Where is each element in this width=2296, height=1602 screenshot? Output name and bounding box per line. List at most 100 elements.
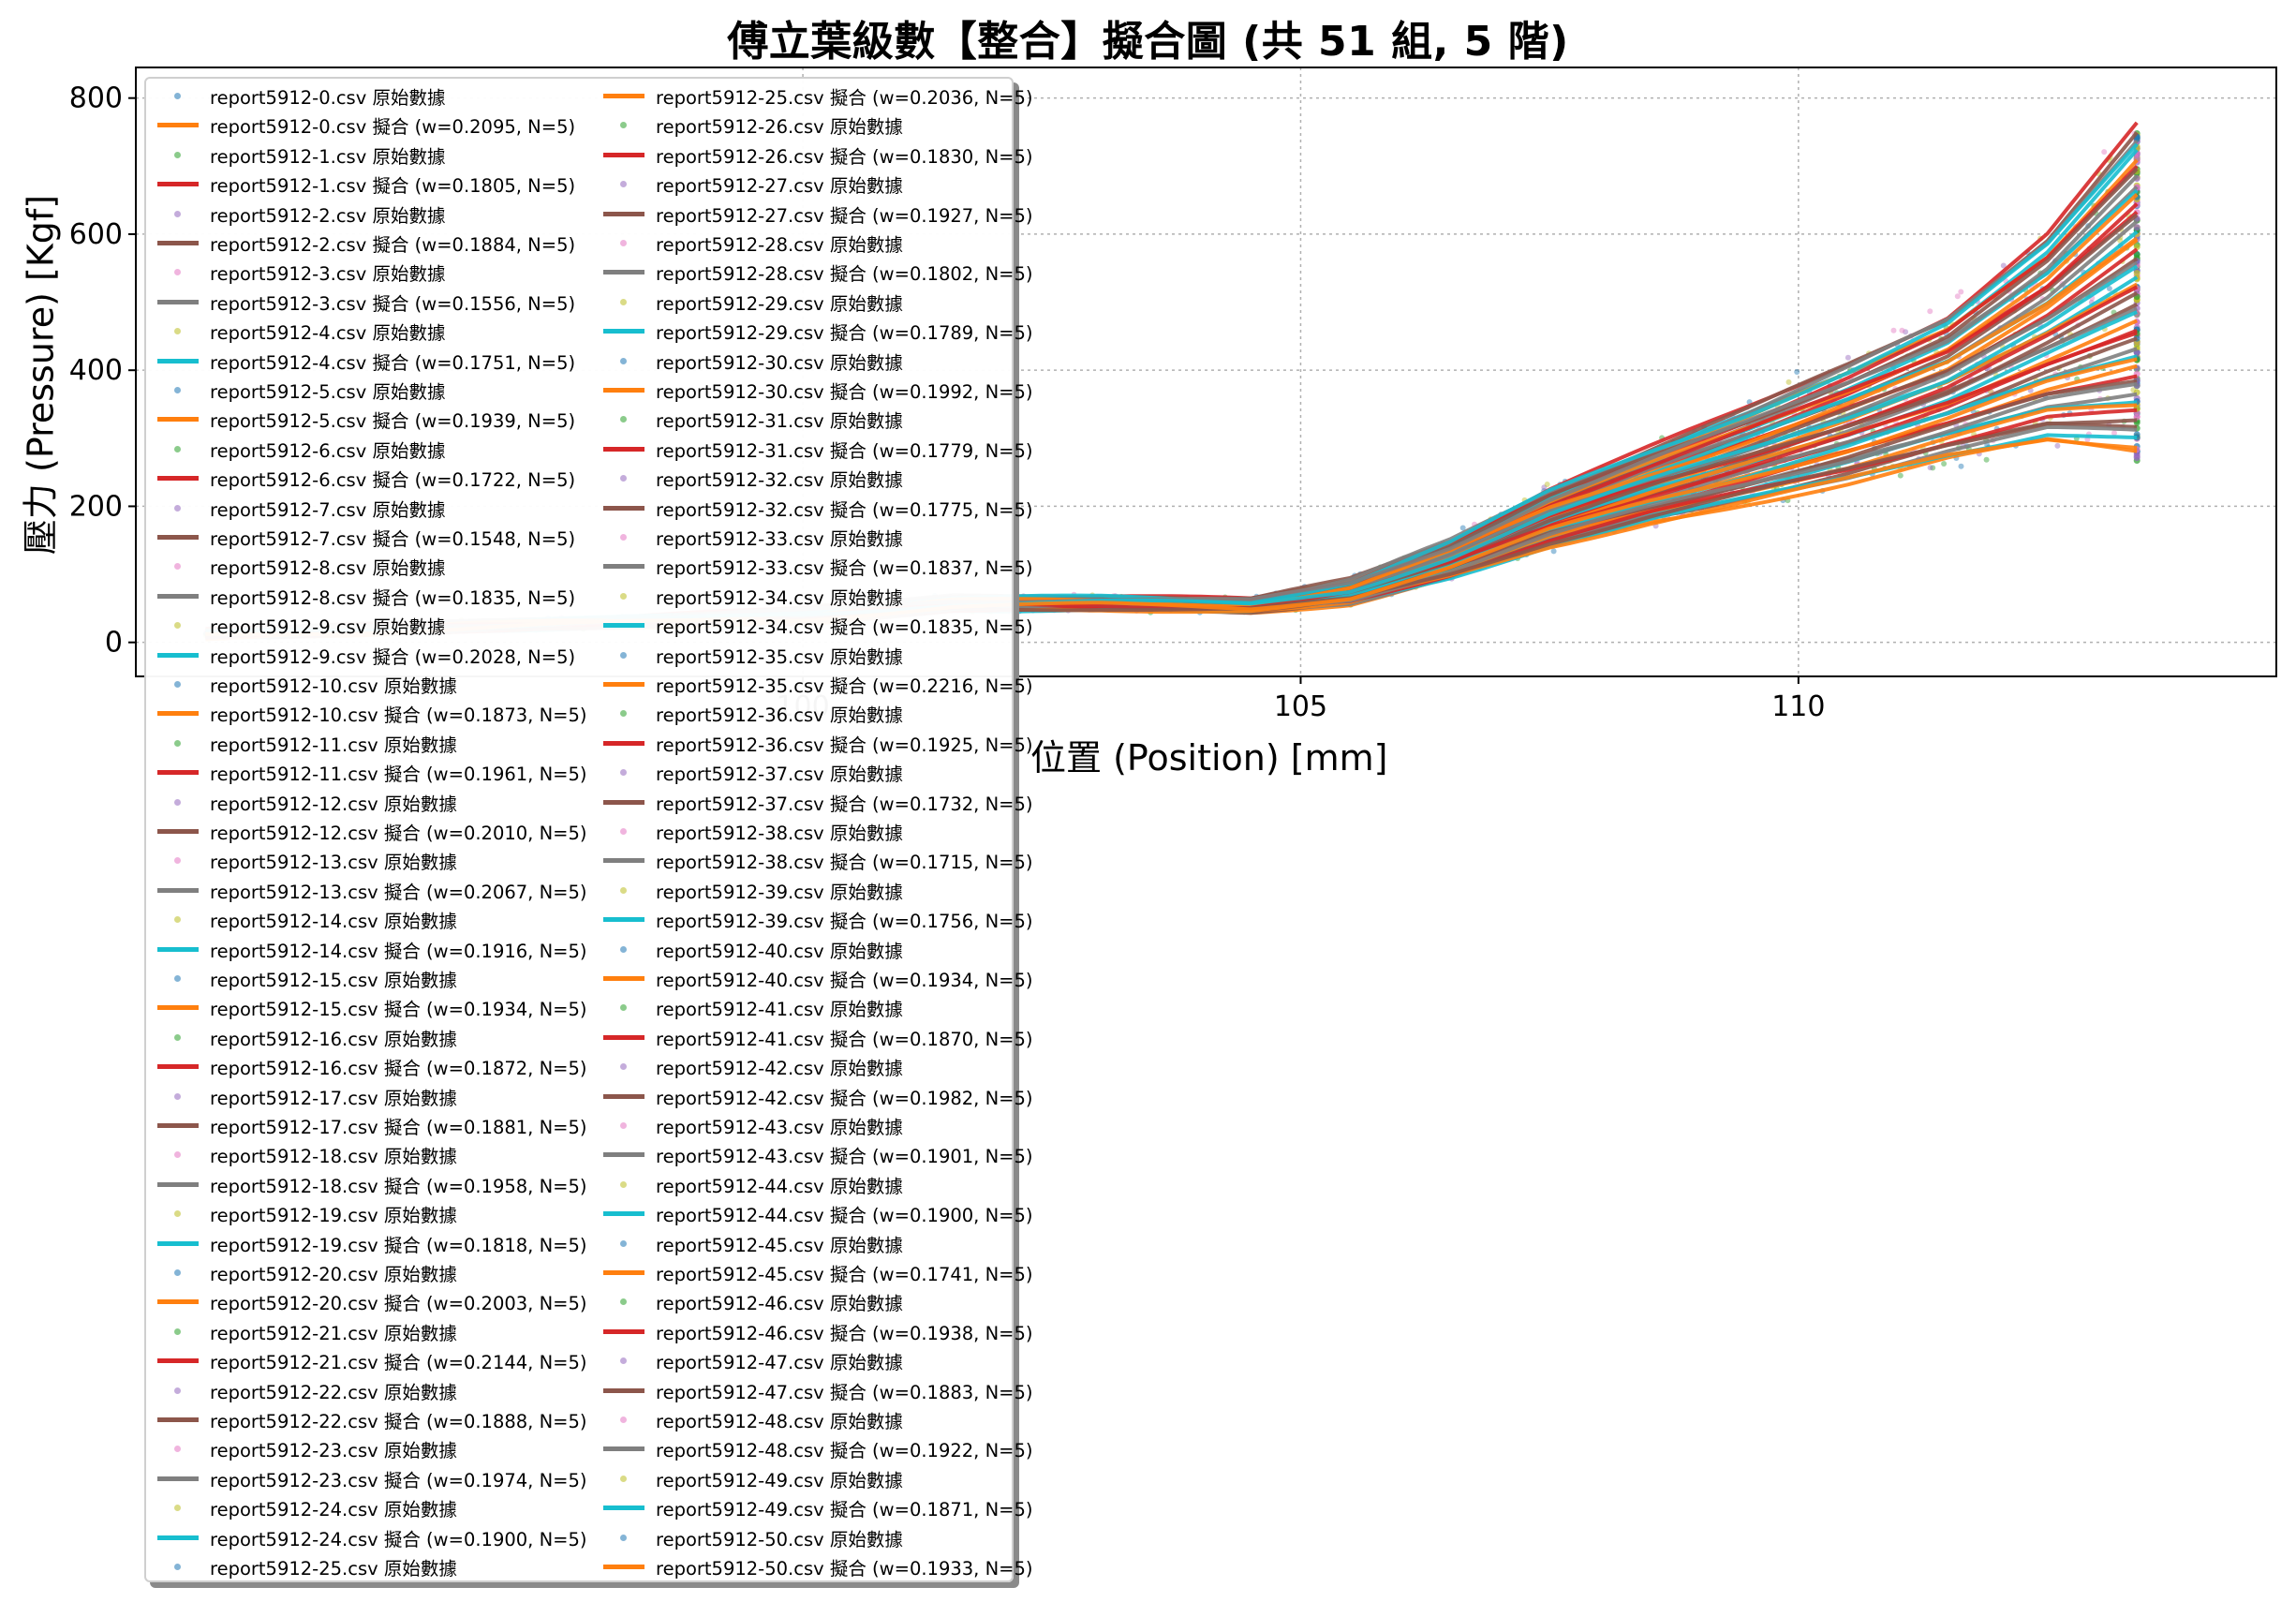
legend-item-raw: report5912-0.csv 原始數據 xyxy=(152,82,445,111)
y-tick-label: 800 xyxy=(69,82,123,115)
legend-label: report5912-42.csv 擬合 (w=0.1982, N=5) xyxy=(656,1087,1033,1109)
legend-marker-line xyxy=(152,170,206,199)
legend-label: report5912-14.csv 擬合 (w=0.1916, N=5) xyxy=(210,940,587,962)
legend-label: report5912-15.csv 原始數據 xyxy=(210,970,457,991)
legend-item-raw: report5912-48.csv 原始數據 xyxy=(598,1405,903,1434)
legend-item-fit: report5912-36.csv 擬合 (w=0.1925, N=5) xyxy=(598,729,1033,758)
legend-marker-line xyxy=(598,611,652,640)
legend-label: report5912-23.csv 原始數據 xyxy=(210,1440,457,1462)
legend-marker-line xyxy=(152,111,206,140)
legend-marker-dot xyxy=(152,788,206,817)
legend-item-raw: report5912-9.csv 原始數據 xyxy=(152,611,445,640)
legend-marker-line xyxy=(152,817,206,846)
legend-item-fit: report5912-40.csv 擬合 (w=0.1934, N=5) xyxy=(598,964,1033,993)
legend-label: report5912-15.csv 擬合 (w=0.1934, N=5) xyxy=(210,999,587,1021)
legend-item-fit: report5912-22.csv 擬合 (w=0.1888, N=5) xyxy=(152,1405,587,1434)
legend-label: report5912-24.csv 原始數據 xyxy=(210,1499,457,1521)
legend-label: report5912-40.csv 擬合 (w=0.1934, N=5) xyxy=(656,970,1033,991)
legend-item-fit: report5912-30.csv 擬合 (w=0.1992, N=5) xyxy=(598,376,1033,405)
legend-marker-line xyxy=(598,494,652,523)
legend-label: report5912-9.csv 擬合 (w=0.2028, N=5) xyxy=(210,645,576,668)
raw-data-point xyxy=(1844,354,1851,361)
legend-label: report5912-21.csv 原始數據 xyxy=(210,1322,457,1344)
legend-item-fit: report5912-46.csv 擬合 (w=0.1938, N=5) xyxy=(598,1317,1033,1346)
legend-marker-dot xyxy=(152,494,206,523)
legend-item-fit: report5912-11.csv 擬合 (w=0.1961, N=5) xyxy=(152,758,587,787)
legend-item-fit: report5912-26.csv 擬合 (w=0.1830, N=5) xyxy=(598,141,1033,170)
legend-item-raw: report5912-32.csv 原始數據 xyxy=(598,464,903,493)
raw-data-point xyxy=(2106,286,2112,291)
legend-label: report5912-35.csv 原始數據 xyxy=(656,645,903,668)
legend-label: report5912-50.csv 擬合 (w=0.1933, N=5) xyxy=(656,1558,1033,1580)
legend-item-raw: report5912-33.csv 原始數據 xyxy=(598,523,903,552)
raw-data-point xyxy=(1941,461,1948,467)
legend-item-raw: report5912-44.csv 原始數據 xyxy=(598,1170,903,1199)
chart-title: 傅立葉級數【整合】擬合圖 (共 51 組, 5 階) xyxy=(727,18,1569,66)
legend-item-raw: report5912-31.csv 原始數據 xyxy=(598,405,903,434)
legend-marker-dot xyxy=(152,376,206,405)
legend-marker-dot xyxy=(152,846,206,875)
legend-item-raw: report5912-6.csv 原始數據 xyxy=(152,435,445,464)
legend-item-raw: report5912-26.csv 原始數據 xyxy=(598,111,903,140)
legend-item-raw: report5912-8.csv 原始數據 xyxy=(152,552,445,581)
legend-marker-dot xyxy=(152,670,206,699)
legend-item-fit: report5912-50.csv 擬合 (w=0.1933, N=5) xyxy=(598,1552,1033,1581)
legend-item-raw: report5912-34.csv 原始數據 xyxy=(598,582,903,611)
legend-item-fit: report5912-41.csv 擬合 (w=0.1870, N=5) xyxy=(598,1023,1033,1052)
legend-marker-line xyxy=(598,670,652,699)
legend-marker-dot xyxy=(152,1140,206,1169)
legend-marker-dot xyxy=(598,523,652,552)
legend: report5912-0.csv 原始數據 report5912-0.csv 擬合… xyxy=(144,77,1033,1582)
raw-data-point xyxy=(1954,293,1961,300)
legend-marker-line xyxy=(152,1464,206,1493)
legend-item-fit: report5912-31.csv 擬合 (w=0.1779, N=5) xyxy=(598,435,1033,464)
legend-label: report5912-19.csv 擬合 (w=0.1818, N=5) xyxy=(210,1234,587,1256)
raw-data-point xyxy=(1927,465,1933,471)
legend-item-fit: report5912-12.csv 擬合 (w=0.2010, N=5) xyxy=(152,817,587,846)
legend-label: report5912-13.csv 擬合 (w=0.2067, N=5) xyxy=(210,881,587,903)
legend-marker-dot xyxy=(598,1111,652,1140)
legend-marker-dot xyxy=(598,993,652,1022)
legend-item-fit: report5912-6.csv 擬合 (w=0.1722, N=5) xyxy=(152,464,575,493)
legend-item-fit: report5912-43.csv 擬合 (w=0.1901, N=5) xyxy=(598,1140,1033,1169)
legend-item-fit: report5912-20.csv 擬合 (w=0.2003, N=5) xyxy=(152,1287,587,1316)
legend-marker-line xyxy=(152,935,206,964)
legend-item-raw: report5912-18.csv 原始數據 xyxy=(152,1140,457,1169)
raw-data-point xyxy=(2133,224,2140,231)
legend-item-fit: report5912-33.csv 擬合 (w=0.1837, N=5) xyxy=(598,552,1033,581)
legend-item-fit: report5912-42.csv 擬合 (w=0.1982, N=5) xyxy=(598,1082,1033,1111)
legend-item-raw: report5912-2.csv 原始數據 xyxy=(152,200,445,229)
legend-marker-line xyxy=(152,582,206,611)
legend-marker-line xyxy=(598,1434,652,1463)
legend-item-raw: report5912-30.csv 原始數據 xyxy=(598,347,903,376)
raw-data-point xyxy=(1958,289,1964,295)
legend-label: report5912-48.csv 原始數據 xyxy=(656,1411,903,1432)
legend-marker-line xyxy=(598,1140,652,1169)
y-tick-label: 200 xyxy=(69,490,123,523)
legend-label: report5912-47.csv 原始數據 xyxy=(656,1352,903,1374)
raw-data-point xyxy=(2133,270,2140,277)
raw-data-point xyxy=(1890,327,1897,334)
legend-label: report5912-25.csv 原始數據 xyxy=(210,1558,457,1580)
legend-label: report5912-11.csv 擬合 (w=0.1961, N=5) xyxy=(210,764,587,786)
raw-data-point xyxy=(1550,548,1557,555)
legend-marker-dot xyxy=(598,582,652,611)
legend-item-fit: report5912-19.csv 擬合 (w=0.1818, N=5) xyxy=(152,1229,587,1258)
legend-item-raw: report5912-5.csv 原始數據 xyxy=(152,376,445,405)
legend-marker-dot xyxy=(152,1082,206,1111)
legend-label: report5912-31.csv 擬合 (w=0.1779, N=5) xyxy=(656,439,1033,462)
legend-marker-dot xyxy=(598,935,652,964)
legend-item-raw: report5912-7.csv 原始數據 xyxy=(152,494,445,523)
legend-marker-line xyxy=(152,1111,206,1140)
y-axis-label: 壓力 (Pressure) [Kgf] xyxy=(20,194,62,556)
raw-data-point xyxy=(1903,329,1909,335)
legend-marker-line xyxy=(152,1052,206,1081)
legend-label: report5912-33.csv 原始數據 xyxy=(656,528,903,550)
legend-item-fit: report5912-24.csv 擬合 (w=0.1900, N=5) xyxy=(152,1523,587,1552)
legend-label: report5912-2.csv 擬合 (w=0.1884, N=5) xyxy=(210,234,576,256)
legend-marker-line xyxy=(598,729,652,758)
legend-marker-dot xyxy=(152,1434,206,1463)
legend-label: report5912-30.csv 原始數據 xyxy=(656,351,903,374)
legend-marker-dot xyxy=(598,1405,652,1434)
legend-marker-dot xyxy=(598,876,652,905)
